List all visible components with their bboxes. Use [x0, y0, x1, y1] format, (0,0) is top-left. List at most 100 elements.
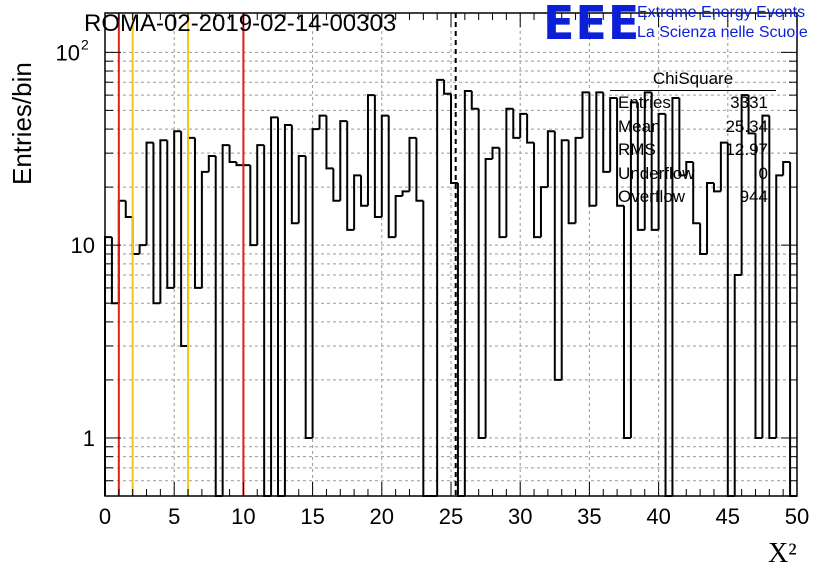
stats-row-overflow: Overflow 944	[610, 185, 776, 209]
histogram-bin	[353, 174, 362, 230]
histogram-bin	[228, 145, 237, 163]
histogram-bin	[699, 223, 708, 255]
stats-row-entries: Entries 3331	[610, 91, 776, 115]
histogram-bin	[685, 160, 694, 176]
histogram-bin	[678, 97, 687, 177]
histogram-bin	[297, 155, 306, 224]
histogram-bin	[373, 95, 382, 218]
histogram-bin	[719, 141, 728, 192]
histogram-bin	[484, 157, 493, 438]
histogram-bin	[775, 174, 784, 438]
x-axis-label: X²	[768, 538, 797, 569]
marker-lines	[117, 13, 457, 496]
histogram-bin	[159, 139, 168, 304]
histogram-bin	[519, 112, 528, 138]
histogram-bin	[768, 115, 777, 439]
histogram-bin	[290, 124, 299, 225]
x-tick-label: 20	[370, 504, 394, 529]
stats-value: 3331	[730, 93, 768, 112]
histogram-bin	[346, 121, 355, 231]
logo-tagline-1: Extreme Energy Events	[637, 4, 806, 21]
chart-title: ROMA-02-2019-02-14-00303	[84, 10, 397, 37]
histogram-bin	[401, 190, 410, 196]
histogram-bin	[546, 130, 555, 188]
stats-label: Entries	[618, 93, 671, 112]
y-tick-label: 10	[56, 40, 80, 65]
stats-title: ChiSquare	[610, 68, 776, 91]
histogram-bin	[740, 94, 749, 276]
stats-value: 12.97	[725, 140, 768, 159]
stats-box: ChiSquare Entries 3331 Mean 25.34 RMS 12…	[610, 68, 776, 209]
histogram-bin	[643, 91, 652, 230]
y-axis-label: Entries/bin	[7, 62, 37, 185]
y-tick-exponent: 2	[81, 36, 89, 52]
logo-tagline-2: La Scienza nelle Scuole	[637, 24, 808, 41]
histogram-bin	[657, 112, 666, 230]
histogram-bin	[712, 183, 721, 193]
x-tick-label: 50	[785, 504, 809, 529]
histogram-bin	[235, 161, 244, 167]
stats-label: Underflow	[618, 163, 695, 183]
histogram-bin	[263, 145, 272, 497]
histogram-bin	[138, 244, 147, 254]
histogram-bin	[277, 117, 285, 497]
histogram-bin	[200, 170, 209, 288]
histogram-bin	[318, 114, 327, 130]
stats-row-underflow: Underflow 0	[610, 162, 776, 186]
histogram-bin	[214, 156, 223, 497]
histogram-bin	[491, 146, 500, 159]
histogram-bin	[394, 194, 403, 238]
x-tick-label: 45	[716, 504, 740, 529]
histogram-bin	[408, 136, 417, 192]
histogram-bin	[567, 140, 576, 225]
histogram-bin	[145, 141, 154, 246]
histogram-bin	[221, 144, 230, 496]
histogram-bin	[526, 113, 535, 144]
histogram-bin	[339, 120, 348, 201]
x-tick-label: 5	[168, 504, 180, 529]
histogram-bin	[193, 137, 202, 289]
histogram-bin	[311, 128, 320, 438]
histogram-bin	[650, 92, 659, 231]
histogram-bin	[380, 114, 389, 217]
x-tick-label: 40	[646, 504, 670, 529]
histogram-bin	[270, 116, 278, 496]
histogram-bin	[104, 236, 112, 496]
histogram-bin	[706, 182, 714, 254]
histogram-bin	[498, 147, 507, 239]
histogram-bin	[166, 140, 175, 289]
y-tick-label: 10	[71, 233, 95, 258]
histogram-bin	[747, 95, 756, 135]
x-tick-label: 0	[99, 504, 111, 529]
stats-value: 0	[758, 163, 768, 183]
histogram-bin	[629, 101, 638, 438]
histogram-bin	[539, 186, 548, 238]
histogram-bin	[152, 142, 161, 305]
histogram-bin	[131, 216, 140, 255]
stats-row-rms: RMS 12.97	[610, 138, 776, 162]
histogram-bin	[692, 161, 701, 225]
histogram-bin	[733, 274, 742, 496]
histogram-bin	[636, 102, 645, 231]
histogram-bin	[477, 108, 486, 439]
histogram-bin	[595, 91, 604, 206]
histogram-bin	[616, 97, 624, 207]
histogram-bin	[450, 93, 458, 185]
y-tick-label: 1	[83, 426, 95, 451]
histogram-bin	[609, 96, 618, 172]
histogram-bin	[360, 175, 368, 207]
stats-label: RMS	[618, 140, 656, 159]
histogram-bin	[754, 133, 763, 439]
histogram-bin	[283, 123, 292, 496]
histogram-bin	[574, 136, 583, 224]
histogram-bin	[415, 137, 424, 202]
histogram-bin	[623, 205, 631, 439]
x-tick-label: 25	[439, 504, 463, 529]
histogram-bin	[456, 183, 465, 497]
histogram-bin	[553, 131, 562, 381]
histogram-bin	[533, 142, 541, 239]
histogram-bin	[304, 156, 313, 439]
histogram-bin	[602, 92, 611, 173]
